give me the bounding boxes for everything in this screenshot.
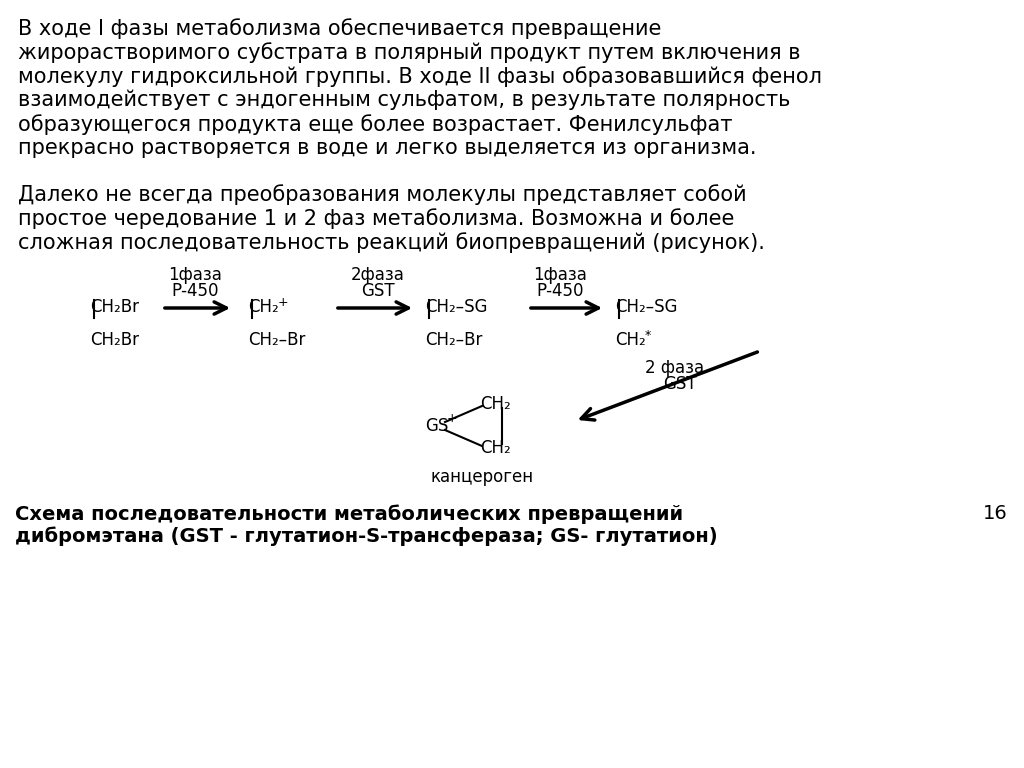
Text: Р-450: Р-450: [171, 282, 219, 300]
Text: CH₂Br: CH₂Br: [90, 331, 139, 349]
Text: канцероген: канцероген: [430, 468, 534, 486]
Text: GST: GST: [663, 375, 696, 393]
Text: прекрасно растворяется в воде и легко выделяется из организма.: прекрасно растворяется в воде и легко вы…: [18, 138, 757, 158]
Text: CH₂–Br: CH₂–Br: [425, 331, 482, 349]
Text: CH₂: CH₂: [615, 331, 646, 349]
Text: CH₂: CH₂: [480, 395, 511, 413]
Text: 2фаза: 2фаза: [351, 266, 404, 284]
Text: CH₂–SG: CH₂–SG: [425, 298, 487, 316]
Text: 1фаза: 1фаза: [168, 266, 222, 284]
Text: +: +: [278, 296, 289, 309]
Text: CH₂: CH₂: [248, 298, 279, 316]
Text: GS: GS: [425, 417, 449, 435]
Text: +: +: [447, 412, 458, 425]
Text: простое чередование 1 и 2 фаз метаболизма. Возможна и более: простое чередование 1 и 2 фаз метаболизм…: [18, 208, 734, 229]
Text: Далеко не всегда преобразования молекулы представляет собой: Далеко не всегда преобразования молекулы…: [18, 184, 746, 205]
Text: сложная последовательность реакций биопревращений (рисунок).: сложная последовательность реакций биопр…: [18, 232, 765, 253]
Text: 1фаза: 1фаза: [534, 266, 587, 284]
Text: Р-450: Р-450: [537, 282, 584, 300]
Text: 2 фаза: 2 фаза: [645, 359, 705, 377]
Text: CH₂Br: CH₂Br: [90, 298, 139, 316]
Text: Схема последовательности метаболических превращений: Схема последовательности метаболических …: [15, 504, 683, 524]
Text: взаимодействует с эндогенным сульфатом, в результате полярность: взаимодействует с эндогенным сульфатом, …: [18, 90, 791, 111]
Text: образующегося продукта еще более возрастает. Фенилсульфат: образующегося продукта еще более возраст…: [18, 114, 732, 135]
Text: дибромэтана (GST - глутатион-S-трансфераза; GS- глутатион): дибромэтана (GST - глутатион-S-трансфера…: [15, 526, 718, 545]
Text: GST: GST: [361, 282, 395, 300]
Text: CH₂–SG: CH₂–SG: [615, 298, 678, 316]
Text: жирорастворимого субстрата в полярный продукт путем включения в: жирорастворимого субстрата в полярный пр…: [18, 42, 801, 63]
Text: CH₂–Br: CH₂–Br: [248, 331, 305, 349]
Text: *: *: [645, 329, 651, 342]
Text: 16: 16: [983, 504, 1008, 523]
Text: CH₂: CH₂: [480, 439, 511, 457]
Text: молекулу гидроксильной группы. В ходе II фазы образовавшийся фенол: молекулу гидроксильной группы. В ходе II…: [18, 66, 822, 87]
Text: В ходе I фазы метаболизма обеспечивается превращение: В ходе I фазы метаболизма обеспечивается…: [18, 18, 662, 39]
